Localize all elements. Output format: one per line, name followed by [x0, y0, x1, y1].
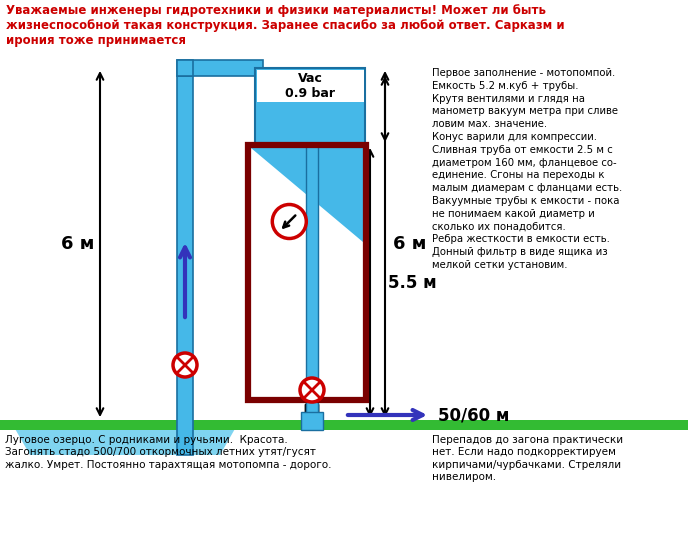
Bar	[177, 60, 193, 76]
Text: Уважаемые инженеры гидротехники и физики материалисты! Может ли быть
жизнеспособ: Уважаемые инженеры гидротехники и физики…	[6, 4, 565, 47]
Bar	[177, 60, 263, 76]
Text: 50/60 м: 50/60 м	[438, 406, 509, 424]
Bar	[306, 400, 318, 428]
Bar	[301, 412, 323, 430]
Bar	[306, 145, 318, 400]
Polygon shape	[10, 420, 240, 455]
Bar	[255, 68, 365, 145]
Bar	[0, 420, 688, 430]
Polygon shape	[251, 148, 363, 242]
Text: Луговое озерцо. С родниками и ручьями.  Красота.
Загонять стадо 500/700 откормоч: Луговое озерцо. С родниками и ручьями. К…	[5, 435, 332, 470]
Text: 5.5 м: 5.5 м	[388, 274, 437, 292]
Bar	[251, 148, 363, 397]
Circle shape	[272, 205, 306, 238]
Text: Перепадов до загона практически
нет. Если надо подкорректируем
кирпичами/чурбачк: Перепадов до загона практически нет. Есл…	[432, 435, 623, 482]
Circle shape	[173, 353, 197, 377]
Bar	[177, 76, 193, 455]
Bar	[257, 70, 363, 102]
Text: 6 м: 6 м	[393, 235, 427, 253]
Text: Vac
0.9 bar: Vac 0.9 bar	[285, 72, 335, 100]
Text: Первое заполнение - мотопомпой.
Емкость 5.2 м.куб + трубы.
Крутя вентилями и гля: Первое заполнение - мотопомпой. Емкость …	[432, 68, 622, 270]
Circle shape	[300, 378, 324, 402]
Bar	[248, 145, 366, 400]
Text: 6 м: 6 м	[61, 235, 95, 253]
